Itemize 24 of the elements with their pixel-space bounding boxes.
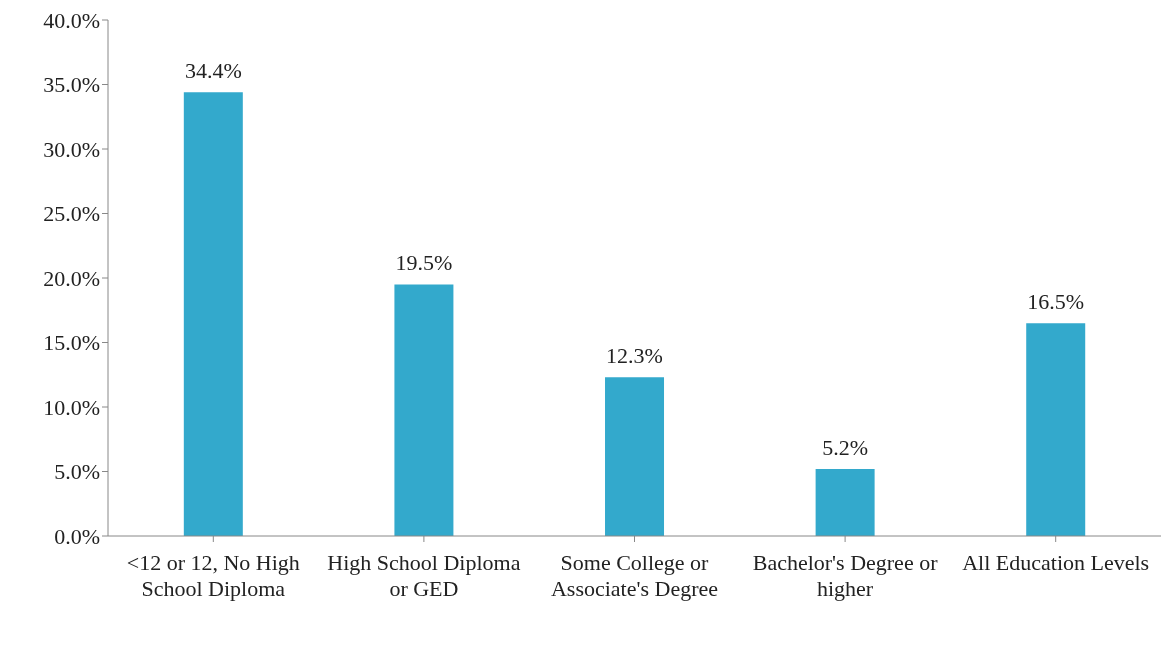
- x-tick-label: Bachelor's Degree or higher: [752, 550, 939, 601]
- y-tick-label: 20.0%: [43, 265, 100, 291]
- y-tick-label: 30.0%: [43, 136, 100, 162]
- x-tick-label: All Education Levels: [962, 550, 1150, 575]
- bar: [183, 92, 243, 536]
- data-label: 34.4%: [184, 58, 242, 84]
- y-tick-label: 15.0%: [43, 330, 100, 356]
- bar: [815, 468, 875, 536]
- data-label: 5.2%: [822, 434, 869, 460]
- x-tick-label: <12 or 12, No High School Diploma: [126, 550, 300, 601]
- y-tick-label: 10.0%: [43, 394, 100, 420]
- y-tick-label: 0.0%: [54, 523, 100, 549]
- x-tick-label: High School Diploma or GED: [327, 550, 521, 601]
- x-tick-label: Some College or Associate's Degree: [550, 550, 719, 601]
- y-tick-label: 25.0%: [43, 201, 100, 227]
- data-label: 12.3%: [606, 343, 663, 369]
- bar: [605, 377, 665, 536]
- y-tick-label: 35.0%: [43, 72, 100, 98]
- bar: [394, 284, 454, 536]
- bar: [1026, 323, 1086, 536]
- y-tick-label: 40.0%: [43, 7, 100, 33]
- y-tick-label: 5.0%: [54, 459, 100, 485]
- data-label: 19.5%: [395, 250, 453, 276]
- data-label: 16.5%: [1027, 289, 1085, 315]
